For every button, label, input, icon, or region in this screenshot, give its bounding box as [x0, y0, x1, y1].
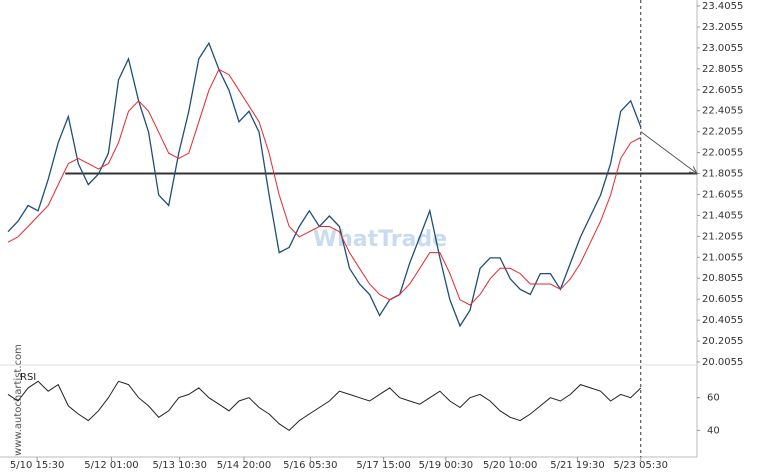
- rsi-label: RSI: [20, 372, 36, 383]
- y-tick-label: 20.4055: [702, 315, 743, 326]
- x-tick-label: 5/16 05:30: [283, 460, 337, 471]
- x-tick-label: 5/12 01:00: [84, 460, 138, 471]
- y-tick-label: 21.4055: [702, 210, 743, 221]
- y-tick-label: 21.6055: [702, 189, 743, 200]
- moving-average: [7, 68, 642, 306]
- y-tick-label: 20.6055: [702, 294, 743, 305]
- price-line: [7, 41, 642, 328]
- y-tick-label: 22.8055: [702, 64, 743, 75]
- rsi-line: [7, 380, 642, 432]
- x-tick-label: 5/17 15:00: [356, 460, 410, 471]
- x-tick-label: 5/21 19:30: [550, 460, 604, 471]
- x-tick-label: 5/14 20:00: [217, 460, 271, 471]
- y-tick-label: 22.4055: [702, 106, 743, 117]
- y-tick-label: 22.2055: [702, 127, 743, 138]
- y-tick-label: 21.8055: [702, 169, 743, 180]
- rsi-tick-label: 40: [707, 425, 720, 436]
- y-tick-label: 22.6055: [702, 85, 743, 96]
- x-tick-label: 5/23 05:30: [614, 460, 668, 471]
- y-tick-label: 22.0055: [702, 148, 743, 159]
- forecast-arrow: [640, 131, 698, 174]
- arrow-head: [689, 166, 698, 175]
- y-tick-label: 23.4055: [702, 1, 743, 12]
- y-tick-label: 21.2055: [702, 231, 743, 242]
- x-tick-label: 5/13 10:30: [153, 460, 207, 471]
- x-tick-label: 5/10 15:30: [10, 460, 64, 471]
- rsi-tick-label: 60: [707, 393, 720, 404]
- y-tick-label: 20.0055: [702, 357, 743, 368]
- watermark: WhatTrade: [313, 227, 447, 252]
- y-tick-label: 20.2055: [702, 336, 743, 347]
- x-tick-label: 5/19 00:30: [419, 460, 473, 471]
- y-tick-label: 21.0055: [702, 252, 743, 263]
- y-tick-label: 20.8055: [702, 273, 743, 284]
- y-tick-label: 23.2055: [702, 22, 743, 33]
- x-tick-label: 5/20 10:00: [483, 460, 537, 471]
- y-tick-label: 23.0055: [702, 43, 743, 54]
